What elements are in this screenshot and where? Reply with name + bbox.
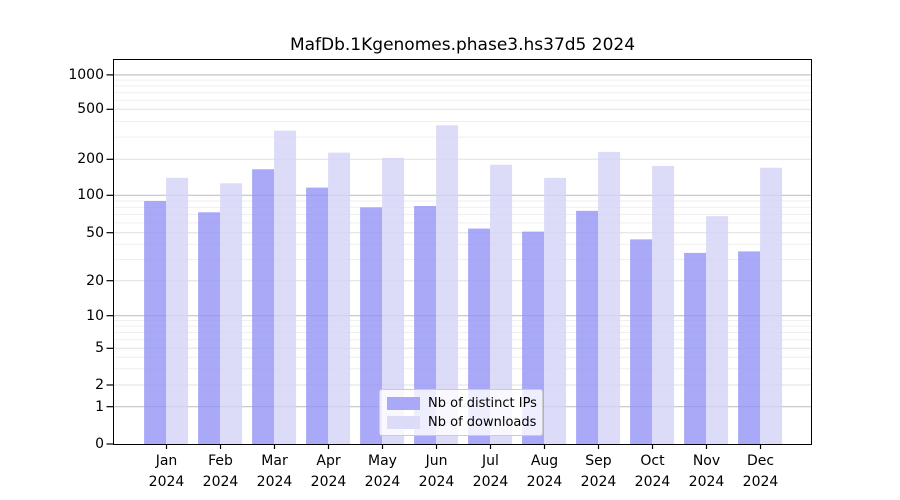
bar-ips-sep: [576, 210, 599, 444]
x-tick-year: 2024: [634, 473, 671, 490]
x-tick-year: 2024: [580, 473, 617, 490]
x-tick-month: Sep: [585, 453, 612, 469]
x-tick-label-mar: Mar 2024: [243, 451, 307, 492]
bar-downloads-jun: [436, 125, 459, 445]
x-tick-label-oct: Oct 2024: [621, 451, 685, 492]
bar-downloads-apr: [328, 152, 351, 444]
y-tick-label-1000: 1000: [68, 66, 104, 83]
x-tick-label-feb: Feb 2024: [189, 451, 253, 492]
legend-item-distinct-ips: Nb of distinct IPs: [387, 395, 537, 411]
legend-swatch-distinct-ips: [387, 396, 420, 410]
x-tick-year: 2024: [310, 473, 347, 490]
y-tick-label-20: 20: [86, 272, 104, 289]
x-tick-month: May: [368, 453, 397, 469]
x-tick-month: Jan: [155, 453, 178, 469]
x-tick-month: Feb: [208, 453, 233, 469]
legend-label-downloads: Nb of downloads: [428, 414, 537, 430]
bar-ips-apr: [306, 187, 329, 445]
bar-downloads-sep: [598, 151, 621, 444]
x-tick-month: Dec: [746, 453, 775, 469]
bar-ips-feb: [198, 212, 221, 444]
bar-downloads-feb: [220, 183, 243, 444]
x-tick-label-dec: Dec 2024: [729, 451, 793, 492]
legend: Nb of distinct IPs Nb of downloads: [379, 389, 543, 436]
y-tick-label-5: 5: [95, 340, 104, 357]
bar-downloads-may: [382, 157, 405, 444]
legend-label-distinct-ips: Nb of distinct IPs: [428, 395, 537, 411]
bar-ips-oct: [630, 239, 653, 444]
y-tick-label-1: 1: [95, 398, 104, 415]
x-tick-month: Apr: [316, 453, 341, 469]
x-tick-month: Jul: [482, 453, 499, 469]
x-tick-label-jun: Jun 2024: [405, 451, 469, 492]
y-tick-label-0: 0: [95, 436, 104, 452]
x-tick-year: 2024: [148, 473, 185, 490]
x-tick-month: Jun: [425, 453, 448, 469]
x-tick-year: 2024: [202, 473, 239, 490]
chart-title: MafDb.1Kgenomes.phase3.hs37d5 2024: [289, 35, 636, 55]
bar-downloads-nov: [706, 216, 729, 444]
x-tick-label-jan: Jan 2024: [135, 451, 199, 492]
x-tick-year: 2024: [526, 473, 563, 490]
x-tick-month: Mar: [261, 453, 288, 469]
bar-ips-dec: [738, 251, 761, 444]
x-tick-label-nov: Nov 2024: [675, 451, 739, 492]
x-tick-month: Oct: [640, 453, 665, 469]
y-tick-label-2: 2: [95, 377, 104, 393]
bar-downloads-jul: [490, 164, 513, 445]
x-tick-label-apr: Apr 2024: [297, 451, 361, 492]
x-tick-year: 2024: [742, 473, 779, 490]
y-tick-label-500: 500: [77, 101, 104, 118]
bar-downloads-aug: [544, 177, 567, 444]
bar-downloads-oct: [652, 165, 675, 445]
bar-downloads-mar: [274, 130, 297, 445]
x-tick-label-sep: Sep 2024: [567, 451, 631, 492]
y-tick-label-50: 50: [86, 224, 104, 241]
y-tick-label-100: 100: [77, 187, 104, 204]
legend-item-downloads: Nb of downloads: [387, 414, 537, 430]
bar-downloads-jan: [166, 177, 189, 444]
x-tick-month: Aug: [530, 453, 559, 469]
bar-ips-nov: [684, 252, 707, 444]
plot-frame: [113, 59, 812, 445]
bar-ips-mar: [252, 169, 275, 444]
y-tick-label-10: 10: [86, 307, 104, 324]
x-tick-year: 2024: [688, 473, 725, 490]
x-tick-month: Nov: [692, 453, 721, 469]
x-tick-label-jul: Jul 2024: [459, 451, 523, 492]
bar-ips-jan: [144, 200, 167, 444]
bar-ips-may: [360, 207, 383, 444]
x-tick-year: 2024: [256, 473, 293, 490]
x-tick-year: 2024: [418, 473, 455, 490]
x-tick-label-may: May 2024: [351, 451, 415, 492]
y-tick-label-200: 200: [77, 151, 104, 168]
bar-downloads-dec: [760, 167, 783, 444]
legend-swatch-downloads: [387, 415, 420, 429]
bar-ips-jun: [414, 206, 437, 444]
x-tick-year: 2024: [364, 473, 401, 490]
x-tick-year: 2024: [472, 473, 509, 490]
x-tick-label-aug: Aug 2024: [513, 451, 577, 492]
